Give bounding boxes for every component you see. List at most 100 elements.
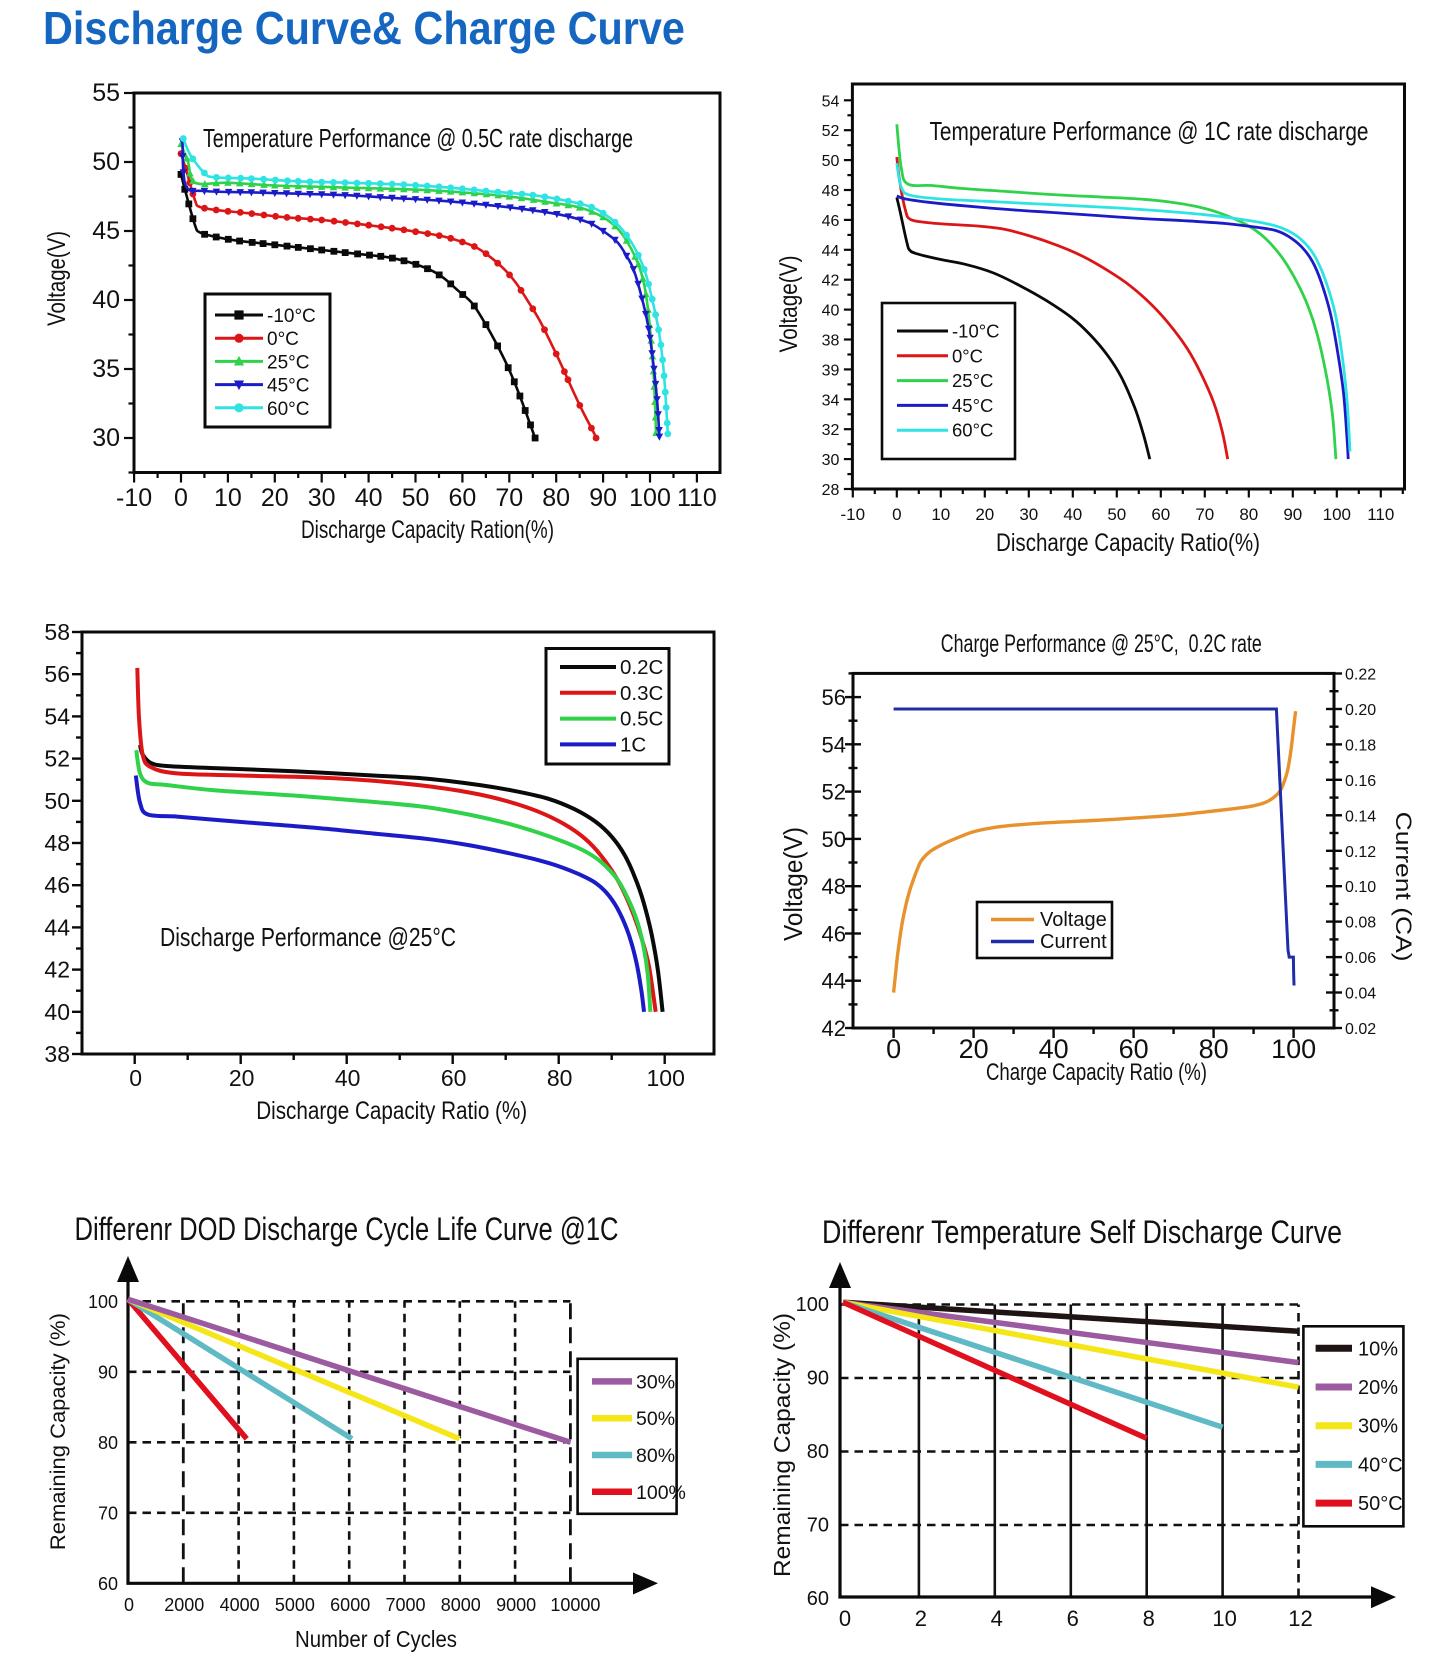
- svg-text:54: 54: [822, 732, 846, 757]
- svg-text:30%: 30%: [636, 1371, 675, 1393]
- svg-text:0.16: 0.16: [1345, 773, 1376, 790]
- svg-text:80: 80: [807, 1441, 829, 1463]
- svg-text:80: 80: [542, 484, 570, 512]
- svg-text:9000: 9000: [496, 1595, 536, 1615]
- svg-text:40: 40: [92, 286, 120, 314]
- svg-text:Differenr DOD Discharge Cycle: Differenr DOD Discharge Cycle Life Curve…: [75, 1211, 619, 1247]
- svg-text:80: 80: [1239, 505, 1258, 524]
- svg-text:50: 50: [44, 788, 70, 814]
- svg-text:55: 55: [92, 79, 120, 107]
- svg-text:50°C: 50°C: [1358, 1493, 1403, 1515]
- svg-text:50%: 50%: [636, 1408, 675, 1430]
- svg-text:0.04: 0.04: [1345, 986, 1376, 1003]
- svg-text:0.06: 0.06: [1345, 950, 1376, 967]
- svg-text:Current (CA): Current (CA): [1391, 812, 1416, 962]
- svg-text:Voltage(V): Voltage(V): [778, 827, 808, 941]
- svg-text:34: 34: [822, 392, 840, 409]
- svg-text:50: 50: [402, 484, 430, 512]
- svg-text:0.14: 0.14: [1345, 808, 1376, 825]
- svg-text:0.10: 0.10: [1345, 879, 1376, 896]
- svg-text:42: 42: [44, 957, 70, 983]
- svg-text:Remaining Capacity (%): Remaining Capacity (%): [46, 1313, 70, 1550]
- svg-text:10: 10: [931, 505, 950, 524]
- svg-text:80%: 80%: [636, 1445, 675, 1467]
- svg-text:20: 20: [261, 484, 289, 512]
- svg-text:42: 42: [822, 273, 840, 290]
- svg-text:-10: -10: [841, 505, 866, 524]
- svg-text:80: 80: [547, 1065, 573, 1091]
- svg-text:46: 46: [822, 922, 846, 947]
- svg-text:20: 20: [229, 1065, 255, 1091]
- svg-text:50: 50: [1107, 505, 1126, 524]
- svg-text:60: 60: [441, 1065, 467, 1091]
- svg-text:70: 70: [495, 484, 523, 512]
- svg-text:0°C: 0°C: [267, 329, 299, 350]
- svg-text:6000: 6000: [330, 1595, 370, 1615]
- svg-text:42: 42: [822, 1016, 846, 1041]
- svg-text:38: 38: [822, 333, 840, 350]
- svg-text:46: 46: [44, 872, 70, 898]
- svg-text:Differenr Temperature Self Dis: Differenr Temperature Self Discharge Cur…: [822, 1214, 1342, 1250]
- svg-text:48: 48: [44, 830, 70, 856]
- svg-text:0.3C: 0.3C: [620, 682, 663, 705]
- svg-text:30%: 30%: [1358, 1416, 1398, 1438]
- svg-text:Voltage: Voltage: [1040, 909, 1107, 931]
- svg-text:2: 2: [915, 1606, 927, 1631]
- svg-text:20%: 20%: [1358, 1377, 1398, 1399]
- svg-text:0.5C: 0.5C: [620, 708, 663, 731]
- svg-text:20: 20: [959, 1034, 989, 1064]
- svg-text:40: 40: [355, 484, 383, 512]
- svg-text:70: 70: [98, 1503, 118, 1523]
- svg-text:110: 110: [677, 484, 717, 512]
- svg-text:10: 10: [1212, 1606, 1236, 1631]
- svg-text:8: 8: [1143, 1606, 1155, 1631]
- svg-text:45°C: 45°C: [952, 395, 993, 416]
- svg-text:0.18: 0.18: [1345, 737, 1376, 754]
- svg-text:Discharge Capacity Ratio(%): Discharge Capacity Ratio(%): [996, 529, 1260, 557]
- svg-text:10%: 10%: [1358, 1338, 1398, 1360]
- svg-text:100: 100: [1323, 505, 1351, 524]
- svg-text:-10°C: -10°C: [952, 321, 1000, 342]
- svg-text:20: 20: [975, 505, 994, 524]
- svg-text:0.20: 0.20: [1345, 702, 1376, 719]
- svg-text:1C: 1C: [620, 733, 646, 756]
- svg-text:80: 80: [1199, 1034, 1229, 1064]
- svg-text:28: 28: [822, 482, 840, 499]
- svg-text:Voltage(V): Voltage(V): [775, 256, 803, 353]
- svg-text:30: 30: [1019, 505, 1038, 524]
- svg-text:0°C: 0°C: [952, 345, 983, 366]
- svg-text:30: 30: [308, 484, 336, 512]
- svg-text:Voltage(V): Voltage(V): [43, 231, 71, 326]
- svg-text:90: 90: [1283, 505, 1302, 524]
- svg-text:Discharge Capacity Ration(%): Discharge Capacity Ration(%): [301, 516, 554, 544]
- svg-text:35: 35: [92, 355, 120, 383]
- svg-text:Discharge Performance @25°C: Discharge Performance @25°C: [160, 922, 456, 952]
- svg-text:-10: -10: [116, 484, 152, 512]
- svg-text:60: 60: [1119, 1034, 1149, 1064]
- svg-text:Temperature Performance @ 1C r: Temperature Performance @ 1C rate discha…: [930, 116, 1369, 146]
- svg-text:60: 60: [1151, 505, 1170, 524]
- svg-text:0: 0: [174, 484, 188, 512]
- svg-text:48: 48: [822, 183, 840, 200]
- svg-text:2000: 2000: [164, 1595, 204, 1615]
- svg-text:45°C: 45°C: [267, 376, 309, 397]
- svg-text:100: 100: [796, 1294, 829, 1316]
- svg-text:Discharge Capacity Ratio (%): Discharge Capacity Ratio (%): [256, 1097, 527, 1125]
- svg-text:100: 100: [88, 1292, 118, 1312]
- svg-text:45: 45: [92, 217, 120, 245]
- svg-text:0: 0: [892, 505, 901, 524]
- svg-text:0: 0: [129, 1065, 142, 1091]
- svg-text:0.08: 0.08: [1345, 915, 1376, 932]
- svg-text:40: 40: [335, 1065, 361, 1091]
- svg-text:60°C: 60°C: [267, 399, 309, 420]
- svg-text:0: 0: [124, 1595, 134, 1615]
- svg-text:44: 44: [44, 914, 70, 940]
- svg-text:25°C: 25°C: [952, 370, 993, 391]
- svg-text:60°C: 60°C: [952, 420, 993, 441]
- svg-text:60: 60: [807, 1588, 829, 1610]
- svg-text:8000: 8000: [441, 1595, 481, 1615]
- svg-text:Charge Capacity Ratio (%): Charge Capacity Ratio (%): [986, 1059, 1207, 1086]
- svg-text:56: 56: [822, 685, 846, 710]
- svg-text:58: 58: [44, 619, 70, 645]
- svg-text:80: 80: [98, 1433, 118, 1453]
